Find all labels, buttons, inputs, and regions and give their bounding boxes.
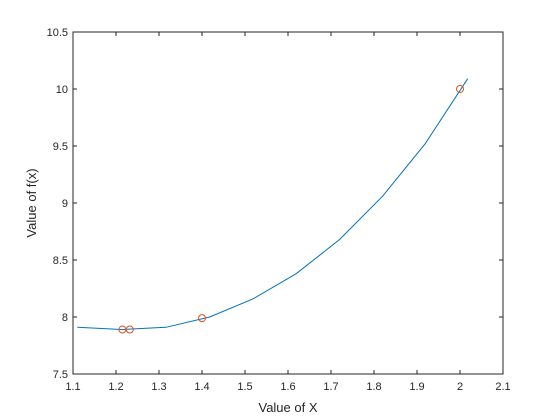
x-tick-label: 1.9 [409, 381, 424, 393]
y-tick-label: 10 [56, 84, 68, 96]
series-layer [77, 78, 469, 334]
y-tick-label: 8.5 [53, 255, 68, 267]
series-line [77, 78, 469, 331]
x-axis-label: Value of X [258, 400, 317, 415]
x-tick-label: 1.8 [366, 381, 381, 393]
plot-frame [72, 31, 504, 375]
data-point-marker [125, 325, 134, 334]
x-tick-label: 1.1 [65, 381, 80, 393]
x-axis-ticks: 1.1 1.2 1.3 1.4 1.5 1.6 1.7 1.8 1.9 2 2.1 [65, 32, 511, 393]
y-tick-label: 9 [62, 198, 68, 210]
x-tick-label: 1.7 [323, 381, 338, 393]
x-tick-label: 2 [457, 381, 463, 393]
y-axis-label: Value of f(x) [24, 168, 39, 237]
x-tick-label: 2.1 [495, 381, 510, 393]
x-tick-label: 1.5 [237, 381, 252, 393]
y-tick-label: 8 [62, 312, 68, 324]
y-tick-label: 10.5 [47, 27, 68, 39]
y-tick-label: 7.5 [53, 369, 68, 381]
x-tick-label: 1.4 [194, 381, 209, 393]
data-point-marker [198, 314, 206, 323]
y-tick-label: 9.5 [53, 141, 68, 153]
plot-area [73, 32, 503, 374]
data-point-marker [456, 85, 464, 93]
x-tick-label: 1.6 [280, 381, 295, 393]
x-tick-label: 1.3 [151, 381, 166, 393]
x-tick-label: 1.2 [108, 381, 123, 393]
